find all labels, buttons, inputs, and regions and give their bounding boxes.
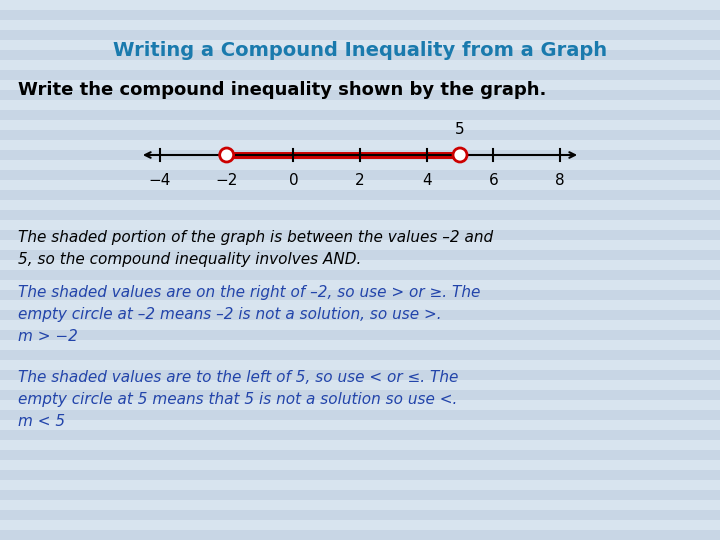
Bar xyxy=(0,450,720,460)
Bar xyxy=(0,240,720,250)
Bar xyxy=(0,290,720,300)
Text: 8: 8 xyxy=(555,173,564,188)
Text: 5: 5 xyxy=(455,122,465,137)
Text: 0: 0 xyxy=(289,173,298,188)
Circle shape xyxy=(220,148,234,162)
Text: The shaded values are on the right of –2, so use > or ≥. The
empty circle at –2 : The shaded values are on the right of –2… xyxy=(18,285,480,345)
Text: 6: 6 xyxy=(488,173,498,188)
Text: Write the compound inequality shown by the graph.: Write the compound inequality shown by t… xyxy=(18,81,546,99)
Bar xyxy=(0,70,720,80)
Bar xyxy=(0,410,720,420)
Text: −4: −4 xyxy=(149,173,171,188)
Bar xyxy=(0,220,720,230)
Bar xyxy=(0,380,720,390)
Bar xyxy=(0,10,720,20)
Bar xyxy=(0,320,720,330)
Bar xyxy=(0,140,720,150)
Bar xyxy=(0,150,720,160)
Bar xyxy=(0,330,720,340)
Bar xyxy=(0,190,720,200)
Bar xyxy=(0,480,720,490)
Bar xyxy=(0,210,720,220)
Bar xyxy=(0,360,720,370)
Bar xyxy=(0,400,720,410)
Bar xyxy=(0,430,720,440)
Bar xyxy=(0,230,720,240)
Bar xyxy=(0,390,720,400)
Bar xyxy=(0,300,720,310)
Bar xyxy=(0,510,720,520)
Text: The shaded portion of the graph is between the values –2 and
5, so the compound : The shaded portion of the graph is betwe… xyxy=(18,230,493,267)
Bar xyxy=(0,280,720,290)
Bar xyxy=(0,370,720,380)
Bar xyxy=(0,0,720,10)
Bar xyxy=(0,350,720,360)
Bar xyxy=(0,120,720,130)
Bar xyxy=(0,40,720,50)
Bar xyxy=(0,180,720,190)
Text: −2: −2 xyxy=(215,173,238,188)
Bar xyxy=(0,440,720,450)
Bar xyxy=(0,20,720,30)
Bar xyxy=(0,250,720,260)
Text: 4: 4 xyxy=(422,173,431,188)
Bar xyxy=(0,260,720,270)
Bar xyxy=(0,80,720,90)
Bar xyxy=(0,340,720,350)
Bar xyxy=(0,130,720,140)
Bar xyxy=(0,100,720,110)
Bar xyxy=(0,30,720,40)
Bar xyxy=(0,420,720,430)
Bar xyxy=(0,170,720,180)
Bar xyxy=(0,160,720,170)
Bar xyxy=(0,460,720,470)
Bar xyxy=(0,270,720,280)
Text: 2: 2 xyxy=(355,173,365,188)
Bar xyxy=(0,500,720,510)
Text: The shaded values are to the left of 5, so use < or ≤. The
empty circle at 5 mea: The shaded values are to the left of 5, … xyxy=(18,370,459,429)
Bar xyxy=(0,60,720,70)
Bar xyxy=(0,520,720,530)
Bar xyxy=(0,310,720,320)
Bar xyxy=(0,90,720,100)
Bar xyxy=(0,530,720,540)
Circle shape xyxy=(453,148,467,162)
Bar xyxy=(0,200,720,210)
Bar xyxy=(0,110,720,120)
Bar xyxy=(0,50,720,60)
Bar xyxy=(0,470,720,480)
Bar xyxy=(0,490,720,500)
Text: Writing a Compound Inequality from a Graph: Writing a Compound Inequality from a Gra… xyxy=(113,40,607,59)
